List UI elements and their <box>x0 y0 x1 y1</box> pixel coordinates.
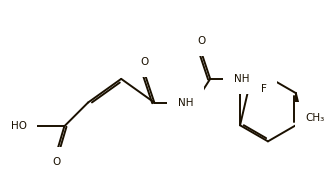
Text: O: O <box>53 157 61 167</box>
Text: CH₃: CH₃ <box>305 113 324 123</box>
Text: O: O <box>198 36 206 46</box>
Text: F: F <box>261 84 267 94</box>
Text: O: O <box>141 57 149 67</box>
Text: HO: HO <box>10 121 27 131</box>
Text: NH: NH <box>178 98 193 108</box>
Text: NH: NH <box>234 74 249 84</box>
